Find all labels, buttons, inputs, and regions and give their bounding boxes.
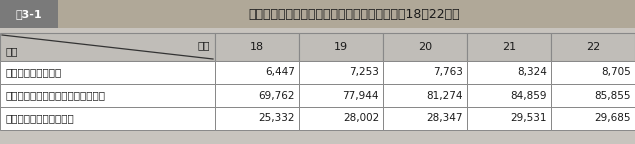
Bar <box>551 84 635 107</box>
Text: 28,347: 28,347 <box>427 113 463 124</box>
Text: 6,447: 6,447 <box>265 68 295 77</box>
Bar <box>215 61 299 84</box>
Bar <box>0 33 215 61</box>
Text: 7,253: 7,253 <box>349 68 379 77</box>
Bar <box>551 61 635 84</box>
Bar <box>383 107 467 130</box>
Bar <box>551 33 635 61</box>
Text: 69,762: 69,762 <box>258 90 295 101</box>
Bar <box>299 33 383 61</box>
Bar <box>215 107 299 130</box>
Text: 区分: 区分 <box>5 46 18 56</box>
Text: 25,332: 25,332 <box>258 113 295 124</box>
Text: 77,944: 77,944 <box>342 90 379 101</box>
Bar <box>467 61 551 84</box>
Text: 8,705: 8,705 <box>601 68 631 77</box>
Bar <box>299 61 383 84</box>
Bar <box>467 107 551 130</box>
Text: 85,855: 85,855 <box>594 90 631 101</box>
Bar <box>215 33 299 61</box>
Text: 随伴用自動車台数（台）: 随伴用自動車台数（台） <box>6 113 75 124</box>
Bar <box>383 33 467 61</box>
Text: 年次: 年次 <box>197 40 210 50</box>
Bar <box>0 33 635 130</box>
Text: 29,685: 29,685 <box>594 113 631 124</box>
Bar <box>0 0 58 28</box>
Text: 21: 21 <box>502 42 516 52</box>
Text: 81,274: 81,274 <box>427 90 463 101</box>
Text: 84,859: 84,859 <box>511 90 547 101</box>
Bar <box>299 84 383 107</box>
Text: 自動車運転代行業の従業員数（人）: 自動車運転代行業の従業員数（人） <box>6 90 106 101</box>
Text: 認定業者数（業者）: 認定業者数（業者） <box>6 68 62 77</box>
Text: 20: 20 <box>418 42 432 52</box>
Text: 22: 22 <box>586 42 600 52</box>
Bar <box>467 84 551 107</box>
Text: 自動車運転代行業の認定業者数等の推移（平成18〜22年）: 自動車運転代行業の認定業者数等の推移（平成18〜22年） <box>249 7 460 20</box>
Text: 29,531: 29,531 <box>511 113 547 124</box>
Bar <box>0 84 215 107</box>
Text: 19: 19 <box>334 42 348 52</box>
Text: 18: 18 <box>250 42 264 52</box>
Bar <box>215 84 299 107</box>
Bar <box>551 107 635 130</box>
Text: 28,002: 28,002 <box>343 113 379 124</box>
Bar <box>299 107 383 130</box>
Bar <box>0 107 215 130</box>
Bar <box>58 0 635 28</box>
Bar <box>467 33 551 61</box>
Bar <box>383 61 467 84</box>
Text: 8,324: 8,324 <box>517 68 547 77</box>
Text: 7,763: 7,763 <box>433 68 463 77</box>
Text: 表3-1: 表3-1 <box>16 9 43 19</box>
Bar <box>383 84 467 107</box>
Bar <box>0 61 215 84</box>
